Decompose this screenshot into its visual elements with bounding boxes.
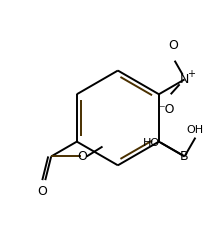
Text: N: N — [180, 73, 189, 86]
Text: +: + — [187, 70, 195, 79]
Text: O: O — [77, 150, 87, 163]
Text: ⁻O: ⁻O — [158, 103, 174, 116]
Text: HO: HO — [143, 138, 160, 148]
Text: O: O — [168, 39, 178, 52]
Text: OH: OH — [187, 125, 204, 135]
Text: B: B — [180, 150, 189, 163]
Text: O: O — [37, 185, 47, 198]
